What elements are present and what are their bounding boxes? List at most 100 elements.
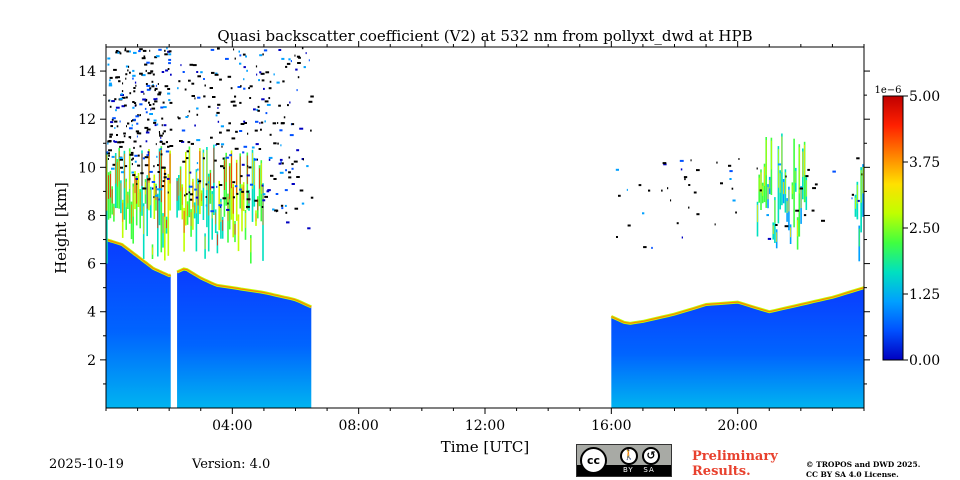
noise-speckle — [308, 100, 313, 103]
noise-speckle — [275, 193, 279, 195]
cloud-core — [146, 178, 148, 209]
cloud-core — [208, 176, 210, 216]
noise-speckle — [281, 162, 284, 165]
noise-speckle — [667, 187, 669, 190]
noise-speckle — [215, 72, 218, 75]
noise-speckle — [145, 131, 150, 134]
noise-speckle — [160, 148, 162, 151]
cloud-core — [132, 186, 134, 217]
noise-speckle — [120, 93, 123, 96]
y-axis: 2 4 6 8 10 12 14 — [78, 64, 870, 385]
noise-speckle — [243, 145, 248, 148]
cloud-core — [793, 141, 795, 186]
cloud-core — [190, 212, 192, 226]
noise-speckle — [220, 125, 224, 128]
noise-speckle — [179, 140, 183, 142]
cloud-core — [210, 172, 211, 190]
noise-speckle — [114, 127, 116, 129]
noise-speckle — [301, 47, 304, 50]
noise-speckle — [294, 54, 296, 57]
copyright-note: © TROPOS and DWD 2025. CC BY SA 4.0 Lice… — [806, 460, 920, 480]
noise-speckle — [261, 206, 264, 208]
cloud-core — [125, 181, 127, 208]
noise-speckle — [638, 184, 642, 187]
noise-speckle — [247, 165, 249, 168]
noise-speckle — [129, 92, 132, 95]
cloud-core — [143, 206, 145, 235]
footer-version: Version: 4.0 — [192, 457, 271, 472]
noise-speckle — [778, 163, 782, 166]
noise-speckle — [147, 128, 151, 131]
noise-speckle — [281, 207, 284, 210]
noise-speckle — [184, 88, 187, 91]
noise-speckle — [109, 133, 113, 136]
noise-speckle — [254, 199, 258, 202]
cloud-core — [115, 156, 117, 184]
noise-speckle — [151, 107, 156, 110]
noise-speckle — [186, 157, 189, 160]
noise-speckle — [116, 76, 120, 79]
aerosol-layer-segment — [177, 269, 312, 408]
noise-speckle — [257, 109, 260, 112]
noise-speckle — [161, 124, 163, 127]
noise-speckle — [195, 196, 199, 199]
noise-speckle — [716, 161, 718, 164]
noise-speckle — [803, 214, 807, 217]
noise-speckle — [152, 73, 155, 76]
colorbar-gradient — [882, 95, 904, 361]
noise-speckle — [807, 168, 810, 171]
noise-speckle — [125, 73, 128, 76]
cloud-core — [185, 154, 187, 192]
noise-speckle — [255, 120, 259, 123]
cloud-core — [860, 170, 862, 203]
noise-speckle — [234, 185, 238, 188]
noise-speckle — [268, 158, 271, 161]
noise-speckle — [265, 71, 270, 74]
noise-speckle — [729, 178, 732, 180]
noise-speckle — [140, 90, 144, 93]
noise-speckle — [217, 103, 221, 106]
noise-speckle — [121, 141, 125, 144]
noise-speckle — [217, 120, 220, 123]
noise-speckle — [154, 124, 157, 127]
noise-speckle — [196, 113, 199, 116]
noise-speckle — [166, 177, 170, 180]
noise-speckle — [109, 135, 112, 138]
y-tick-label: 12 — [78, 112, 96, 128]
noise-speckle — [147, 178, 151, 181]
cloud-core — [772, 225, 774, 234]
noise-speckle — [200, 71, 203, 74]
noise-speckle — [161, 117, 164, 120]
noise-speckle — [270, 174, 274, 177]
noise-speckle — [262, 193, 266, 196]
noise-speckle — [158, 198, 160, 201]
noise-speckle — [134, 154, 138, 157]
noise-speckle — [651, 246, 653, 249]
cloud-core — [246, 155, 248, 184]
noise-speckle — [243, 78, 245, 81]
noise-speckle — [162, 180, 165, 183]
noise-speckle — [163, 106, 167, 109]
noise-speckle — [197, 178, 199, 181]
noise-speckle — [186, 193, 188, 196]
noise-speckle — [136, 135, 138, 138]
noise-speckle — [189, 171, 192, 174]
noise-speckle — [145, 69, 147, 72]
noise-speckle — [141, 73, 143, 76]
cloud-core — [260, 163, 262, 194]
noise-speckle — [109, 79, 111, 82]
noise-speckle — [851, 193, 854, 196]
noise-speckle — [302, 158, 304, 161]
cloud-core — [178, 178, 180, 196]
noise-speckle — [146, 88, 151, 91]
cloud-core — [180, 169, 181, 192]
noise-speckle — [272, 208, 275, 211]
noise-speckle — [131, 158, 133, 161]
noise-speckle — [188, 79, 191, 82]
noise-speckle — [234, 147, 239, 150]
noise-speckle — [152, 103, 155, 106]
cloud-core — [218, 183, 220, 209]
noise-speckle — [161, 166, 166, 169]
noise-speckle — [197, 96, 201, 99]
noise-speckle — [221, 143, 225, 146]
